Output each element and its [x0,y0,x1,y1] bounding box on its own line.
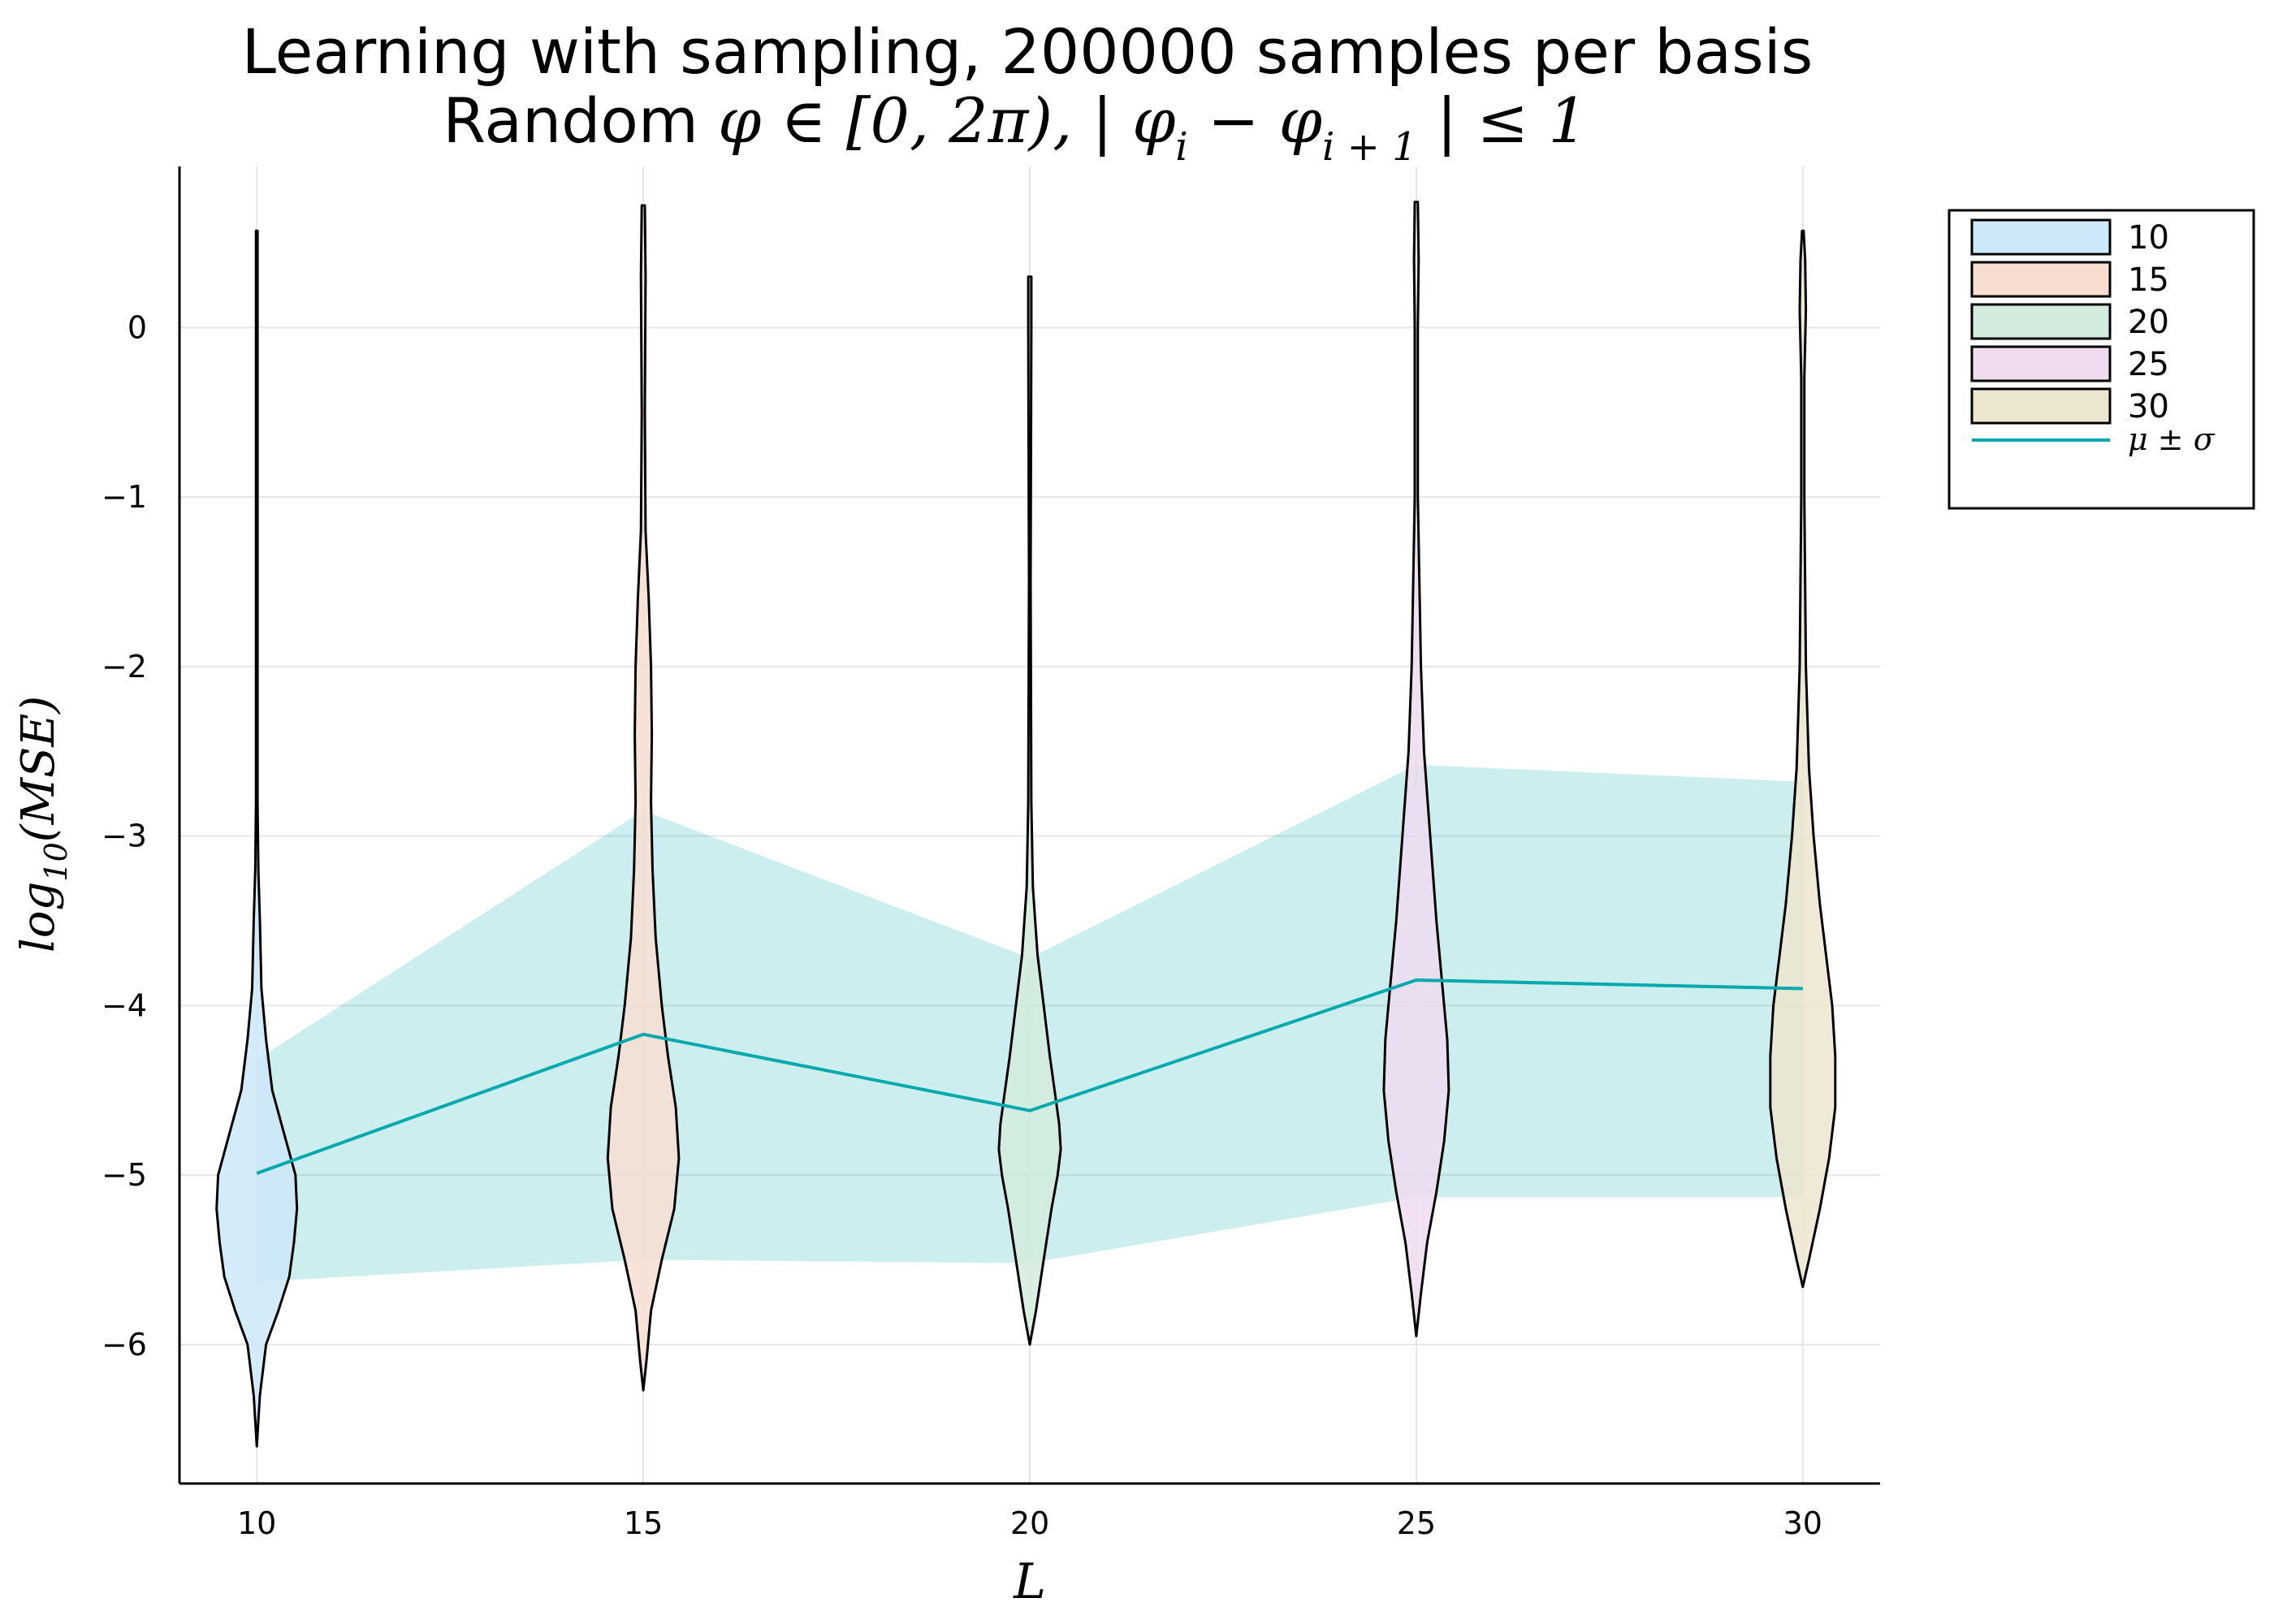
axes [178,166,1880,1485]
x-tick-labels: 10 15 20 25 30 [237,1505,1822,1541]
title-line-2: Random φ ∈ [0, 2π), | φi − φi + 1 | ≤ 1 [443,84,1588,170]
y-tick-labels: 0 −1 −2 −3 −4 −5 −6 [102,309,147,1363]
legend-swatch-15 [1970,261,2112,298]
y-tick-2: −2 [102,649,147,685]
violin-15 [606,204,681,1392]
legend-label-20: 20 [2128,304,2169,341]
legend-swatch-25 [1970,345,2112,382]
x-axis-label: L [1013,1553,1046,1610]
y-tick-5: −5 [102,1157,147,1193]
legend-swatch-30 [1970,387,2112,425]
mean-line-layer [256,978,1803,1175]
y-tick-4: −4 [102,987,147,1023]
legend-label-mean-std: μ ± σ [2128,421,2216,457]
legend-label-10: 10 [2128,219,2169,257]
chart-title: Learning with sampling, 200000 samples p… [242,15,1814,170]
violins-layer [215,201,1837,1448]
y-tick-0: 0 [128,309,147,345]
y-tick-6: −6 [102,1327,147,1363]
x-tick-20: 20 [1010,1505,1049,1541]
x-tick-15: 15 [624,1505,663,1541]
violin-25 [1382,201,1450,1337]
title-line-1: Learning with sampling, 200000 samples p… [242,15,1814,88]
legend-label-15: 15 [2128,261,2169,299]
violin-30 [1769,229,1837,1289]
y-axis-label: log10(MSE) [12,696,74,952]
legend-swatch-10 [1970,218,2112,256]
legend-label-30: 30 [2128,388,2169,425]
violin-20 [997,275,1062,1346]
legend: 10 15 20 25 30μ ± σ [1948,209,2255,510]
legend-label-25: 25 [2128,346,2169,383]
x-tick-30: 30 [1783,1505,1822,1541]
y-tick-3: −3 [102,818,147,854]
legend-swatch-20 [1970,303,2112,340]
x-tick-10: 10 [237,1505,276,1541]
violin-10 [215,229,299,1448]
y-tick-1: −1 [102,479,147,515]
x-tick-25: 25 [1397,1505,1436,1541]
